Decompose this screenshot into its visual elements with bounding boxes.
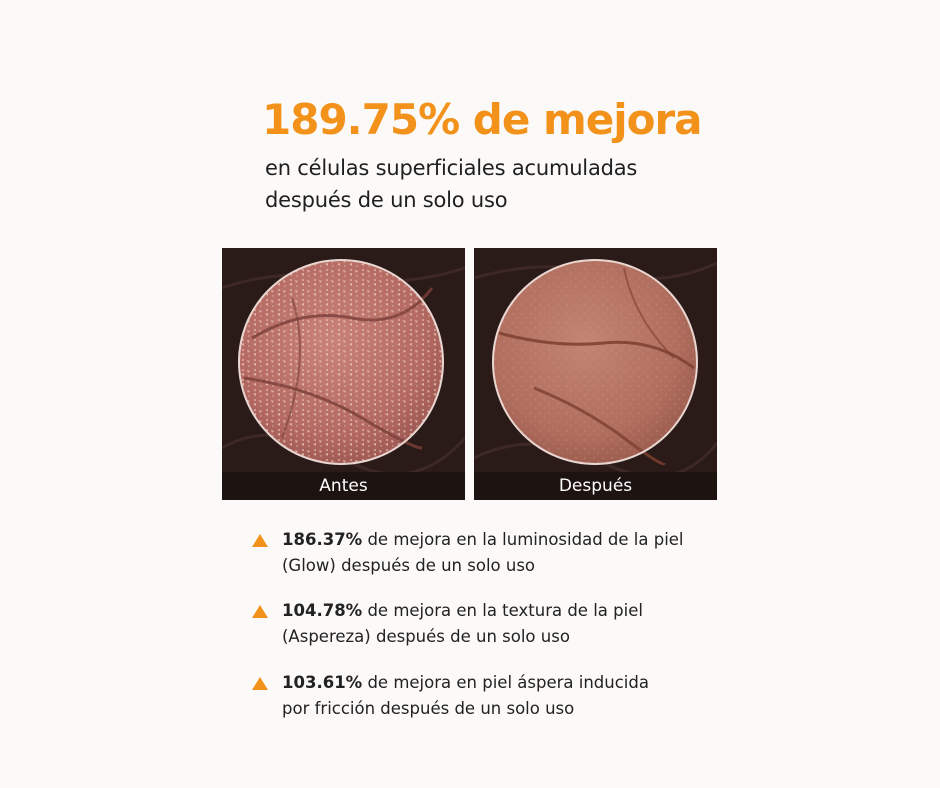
triangle-up-icon [252, 677, 268, 690]
triangle-up-icon [252, 534, 268, 547]
headline: 189.75% de mejora [262, 95, 703, 144]
stat-line-1: 104.78% de mejora en la textura de la pi… [282, 598, 762, 624]
before-caption: Antes [222, 472, 465, 500]
before-skin-image [222, 248, 465, 500]
after-image-panel: Después [474, 248, 717, 500]
before-image-panel: Antes [222, 248, 465, 500]
triangle-up-icon [252, 605, 268, 618]
stat-percent: 103.61% [282, 673, 363, 692]
stat-percent: 104.78% [282, 601, 363, 620]
stat-line-2: por fricción después de un solo uso [282, 699, 575, 718]
after-skin-image [474, 248, 717, 500]
stat-text: de mejora en piel áspera inducida [362, 673, 649, 692]
stat-text: de mejora en la luminosidad de la piel [362, 530, 684, 549]
after-caption: Después [474, 472, 717, 500]
subheadline-line-2: después de un solo uso [265, 188, 508, 212]
stat-line-1: 186.37% de mejora en la luminosidad de l… [282, 527, 762, 553]
stat-line-2: (Aspereza) después de un solo uso [282, 627, 570, 646]
stat-percent: 186.37% [282, 530, 363, 549]
stat-text: de mejora en la textura de la piel [362, 601, 643, 620]
stat-line-2: (Glow) después de un solo uso [282, 556, 536, 575]
subheadline-line-1: en células superficiales acumuladas [265, 156, 638, 180]
stat-line-1: 103.61% de mejora en piel áspera inducid… [282, 670, 762, 696]
